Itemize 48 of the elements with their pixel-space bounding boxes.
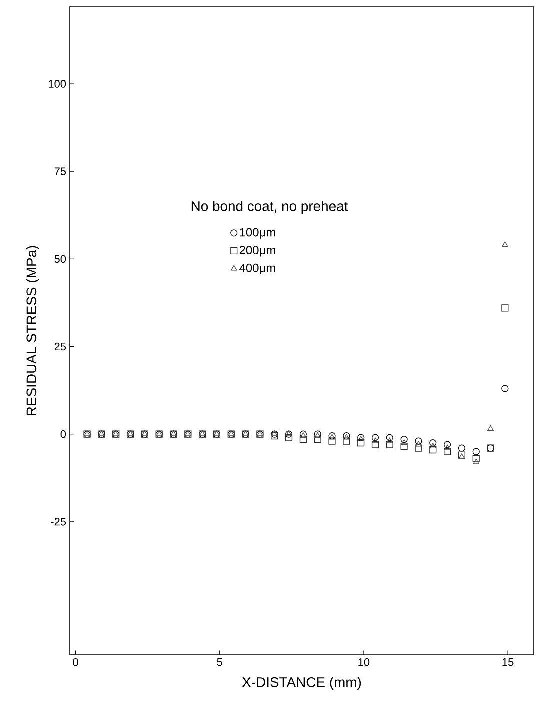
point bbox=[415, 438, 422, 445]
point bbox=[314, 436, 322, 444]
point bbox=[444, 448, 452, 456]
x-tick-label: 15 bbox=[502, 658, 514, 666]
legend-label: 200μm bbox=[240, 246, 276, 257]
point bbox=[430, 443, 436, 449]
y-tick-label: 0 bbox=[60, 430, 66, 438]
point bbox=[386, 438, 394, 444]
point bbox=[400, 436, 408, 444]
legend-title: No bond coat, no preheat bbox=[192, 201, 348, 214]
x-tick-label: 10 bbox=[358, 658, 370, 666]
point bbox=[502, 385, 509, 392]
x-axis-title: X-DISTANCE (mm) bbox=[242, 677, 362, 690]
point bbox=[488, 426, 494, 432]
point bbox=[386, 434, 394, 442]
point bbox=[372, 441, 380, 448]
point bbox=[415, 444, 422, 452]
point bbox=[430, 440, 437, 447]
point bbox=[502, 304, 509, 312]
y-axis-title: RESIDUAL STRESS (MPa) bbox=[26, 246, 40, 416]
x-tick-label: 0 bbox=[73, 658, 78, 666]
point bbox=[473, 458, 480, 464]
point bbox=[372, 434, 380, 442]
y-tick-label: 100 bbox=[49, 80, 66, 88]
point bbox=[328, 438, 336, 445]
point bbox=[472, 448, 480, 456]
point bbox=[401, 440, 408, 446]
point bbox=[386, 441, 394, 448]
point bbox=[416, 441, 422, 447]
legend-label: 100μm bbox=[240, 228, 276, 239]
point bbox=[502, 242, 508, 248]
y-tick-label: -25 bbox=[51, 518, 66, 526]
point bbox=[358, 440, 365, 447]
point bbox=[430, 446, 437, 454]
legend-label: 400μm bbox=[240, 264, 276, 275]
point bbox=[444, 444, 451, 450]
y-tick-label: 25 bbox=[54, 342, 66, 351]
point bbox=[458, 444, 466, 452]
point bbox=[372, 438, 379, 444]
y-tick-label: 75 bbox=[54, 168, 66, 176]
x-tick-label: 5 bbox=[217, 658, 222, 666]
point bbox=[343, 438, 350, 445]
point bbox=[444, 441, 452, 448]
point bbox=[300, 436, 307, 444]
y-tick-label: 50 bbox=[54, 255, 66, 264]
point bbox=[285, 434, 293, 442]
point bbox=[472, 455, 480, 462]
point bbox=[400, 443, 408, 450]
